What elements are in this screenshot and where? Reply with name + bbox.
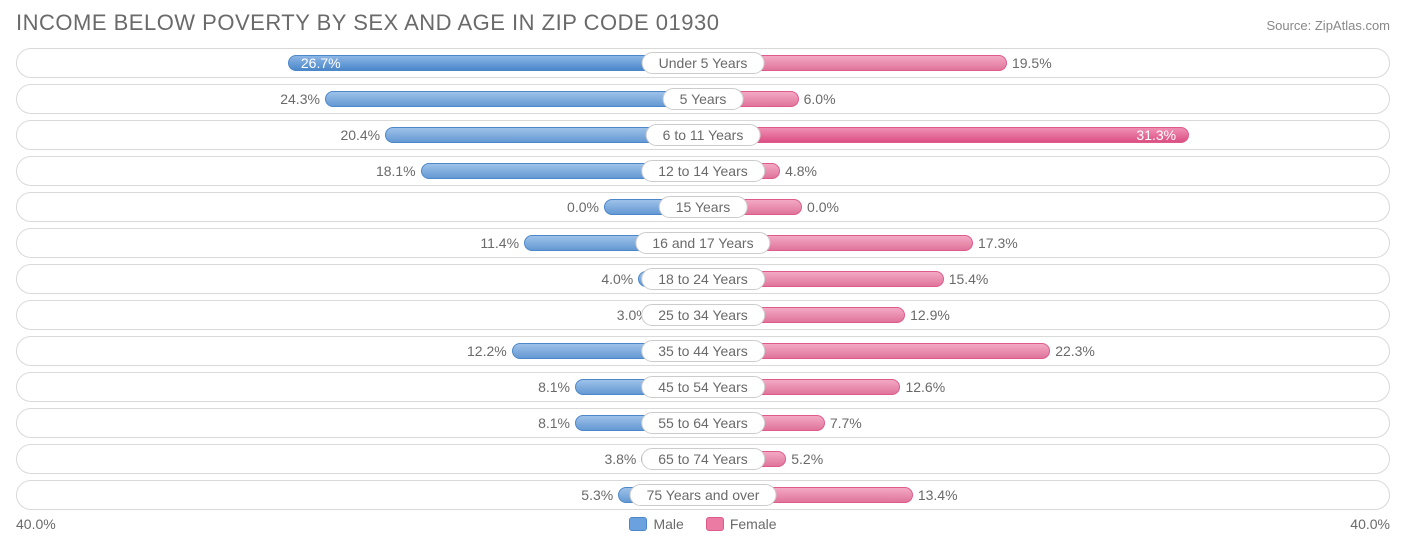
female-value-label: 19.5% [1012,55,1052,71]
legend-male-label: Male [653,516,683,532]
chart-row: 4.0% 15.4% 18 to 24 Years [16,264,1390,294]
chart-row: 18.1% 4.8% 12 to 14 Years [16,156,1390,186]
chart-row: 3.0%12.9%25 to 34 Years [16,300,1390,330]
legend-male-swatch [629,517,647,531]
chart-row: 0.0% 0.0% 15 Years [16,192,1390,222]
chart-row: 11.4% 17.3% 16 and 17 Years [16,228,1390,258]
header: INCOME BELOW POVERTY BY SEX AND AGE IN Z… [16,10,1390,36]
male-value-label: 12.2% [467,343,507,359]
category-label: 12 to 14 Years [641,160,765,182]
chart-row: 24.3% 6.0% 5 Years [16,84,1390,114]
legend-male: Male [629,516,683,532]
female-value-label: 0.0% [807,199,839,215]
male-value-label: 3.8% [604,451,636,467]
male-value-label: 5.3% [581,487,613,503]
chart-row: 26.7% 19.5% Under 5 Years [16,48,1390,78]
legend-female: Female [706,516,777,532]
female-bar: 31.3% [706,127,1189,143]
source-label: Source: ZipAtlas.com [1266,18,1390,33]
chart-row: 8.1% 12.6% 45 to 54 Years [16,372,1390,402]
male-value-label: 4.0% [601,271,633,287]
male-value-label: 8.1% [538,379,570,395]
male-bar: 26.7% [288,55,700,71]
category-label: Under 5 Years [642,52,765,74]
chart-row: 3.8% 5.2% 65 to 74 Years [16,444,1390,474]
pyramid-chart: 26.7%19.5%Under 5 Years24.3%6.0%5 Years2… [16,48,1390,510]
chart-row: 5.3% 13.4% 75 Years and over [16,480,1390,510]
female-value-label: 17.3% [978,235,1018,251]
male-bar [325,91,700,107]
female-value-label: 12.6% [905,379,945,395]
category-label: 5 Years [663,88,744,110]
chart-row: 8.1% 7.7% 55 to 64 Years [16,408,1390,438]
female-value-label: 15.4% [949,271,989,287]
category-label: 18 to 24 Years [641,268,765,290]
legend-female-label: Female [730,516,777,532]
chart-row: 20.4% 31.3% 6 to 11 Years [16,120,1390,150]
axis-row: 40.0% Male Female 40.0% [16,516,1390,532]
female-value-label: 12.9% [910,307,950,323]
category-label: 16 and 17 Years [635,232,770,254]
female-value-label: 31.3% [1136,127,1176,143]
male-value-label: 24.3% [280,91,320,107]
female-value-label: 5.2% [791,451,823,467]
male-value-label: 8.1% [538,415,570,431]
chart-row: 12.2% 22.3% 35 to 44 Years [16,336,1390,366]
female-value-label: 6.0% [804,91,836,107]
female-value-label: 7.7% [830,415,862,431]
category-label: 25 to 34 Years [641,304,765,326]
category-label: 15 Years [659,196,748,218]
female-value-label: 4.8% [785,163,817,179]
legend-female-swatch [706,517,724,531]
male-value-label: 0.0% [567,199,599,215]
axis-max-left: 40.0% [16,516,56,532]
female-value-label: 13.4% [918,487,958,503]
category-label: 35 to 44 Years [641,340,765,362]
category-label: 65 to 74 Years [641,448,765,470]
category-label: 55 to 64 Years [641,412,765,434]
male-value-label: 20.4% [340,127,380,143]
axis-max-right: 40.0% [1350,516,1390,532]
category-label: 6 to 11 Years [646,124,761,146]
category-label: 75 Years and over [630,484,777,506]
male-value-label: 26.7% [301,55,341,71]
male-value-label: 11.4% [480,235,519,251]
chart-title: INCOME BELOW POVERTY BY SEX AND AGE IN Z… [16,10,719,36]
female-value-label: 22.3% [1055,343,1095,359]
legend: Male Female [629,516,776,532]
category-label: 45 to 54 Years [641,376,765,398]
male-value-label: 18.1% [376,163,416,179]
